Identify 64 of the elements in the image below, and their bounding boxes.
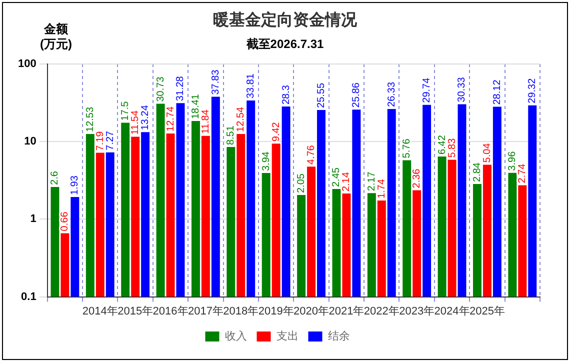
legend-label: 结余 — [328, 330, 350, 343]
data-label: 12.54 — [236, 106, 247, 132]
chart-title: 暖基金定向资金情况 — [213, 12, 357, 29]
data-label: 2.14 — [341, 172, 352, 192]
x-tick-label: 2020年 — [294, 305, 330, 318]
x-tick-label: 2018年 — [223, 305, 259, 318]
data-label: 2.84 — [472, 162, 483, 182]
x-tick-label: 2025年 — [469, 305, 505, 318]
data-label: 9.42 — [270, 122, 282, 142]
data-label: 8.51 — [226, 125, 237, 146]
x-tick-label: 2023年 — [399, 305, 435, 318]
data-label: 13.24 — [140, 104, 152, 130]
data-label: 3.94 — [260, 151, 272, 171]
data-label: 7.27 — [104, 130, 116, 150]
x-tick-label: 2015年 — [118, 305, 154, 318]
data-label: 17.5 — [120, 100, 132, 121]
chart-subtitle: 截至2026.7.31 — [246, 37, 324, 51]
data-label: 7.19 — [94, 130, 106, 151]
legend-label: 收入 — [224, 330, 247, 343]
y-axis-title: 金额 (万元) — [40, 22, 72, 52]
y-tick-label: 10 — [24, 136, 36, 148]
data-label: 12.74 — [165, 106, 176, 132]
x-tick-label: 2014年 — [82, 305, 118, 318]
data-label: 12.53 — [84, 106, 96, 132]
data-label: 2.17 — [366, 171, 378, 192]
y-tick-label: 100 — [18, 58, 36, 70]
data-label: 2.05 — [296, 173, 308, 194]
data-label: 2.36 — [412, 168, 423, 188]
data-label: 11.84 — [200, 109, 212, 134]
x-tick-label: 2016年 — [152, 305, 188, 318]
data-label: 25.55 — [316, 82, 327, 108]
data-label: 29.74 — [422, 77, 433, 103]
data-label: 11.54 — [130, 110, 142, 135]
legend-label: 支出 — [276, 330, 298, 343]
data-label: 0.66 — [60, 211, 71, 232]
y-tick-label: 0.1 — [21, 290, 36, 303]
data-label: 2.6 — [50, 170, 61, 185]
x-tick-label: 2024年 — [434, 305, 470, 318]
x-tick-label: 2017年 — [188, 305, 224, 318]
data-label: 2.45 — [331, 167, 342, 187]
data-label: 1.74 — [376, 178, 388, 199]
data-label: 25.86 — [351, 82, 362, 108]
data-label: 2.74 — [517, 163, 528, 184]
data-label: 37.83 — [210, 69, 222, 95]
data-label: 1.93 — [70, 175, 81, 196]
data-label: 28.12 — [492, 79, 503, 105]
data-label: 28.3 — [280, 84, 292, 105]
data-label: 26.33 — [386, 82, 398, 107]
x-tick-label: 2021年 — [328, 305, 364, 318]
data-label: 29.32 — [527, 78, 538, 104]
data-label: 6.42 — [436, 134, 448, 155]
data-label: 4.76 — [306, 144, 318, 165]
data-label: 30.73 — [155, 76, 166, 102]
x-tick-label: 2019年 — [258, 305, 294, 318]
y-tick-label: 1 — [30, 213, 36, 226]
data-label: 5.76 — [402, 138, 413, 158]
data-label: 5.04 — [482, 142, 493, 163]
data-label: 18.41 — [190, 94, 202, 120]
x-tick-label: 2022年 — [364, 305, 400, 318]
data-label: 3.96 — [507, 150, 518, 171]
data-label: 30.33 — [456, 76, 468, 102]
data-label: 31.28 — [175, 76, 186, 102]
data-label: 5.83 — [446, 138, 458, 158]
data-label: 33.81 — [246, 73, 257, 99]
